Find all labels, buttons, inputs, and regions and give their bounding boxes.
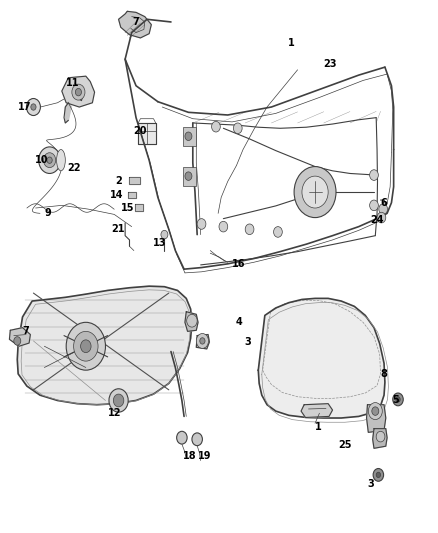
Bar bbox=[183, 166, 196, 185]
Polygon shape bbox=[367, 405, 386, 432]
Polygon shape bbox=[373, 429, 387, 448]
Circle shape bbox=[72, 84, 85, 100]
Circle shape bbox=[31, 104, 36, 110]
Circle shape bbox=[245, 224, 254, 235]
Circle shape bbox=[113, 394, 124, 407]
Text: 11: 11 bbox=[66, 78, 79, 88]
Polygon shape bbox=[119, 11, 151, 38]
Circle shape bbox=[75, 88, 81, 96]
Text: 12: 12 bbox=[108, 408, 122, 418]
Text: 9: 9 bbox=[45, 208, 51, 219]
Text: 1: 1 bbox=[288, 38, 294, 48]
Circle shape bbox=[187, 314, 197, 327]
Text: 5: 5 bbox=[392, 395, 399, 406]
Polygon shape bbox=[258, 298, 385, 418]
Text: 7: 7 bbox=[23, 326, 29, 336]
Circle shape bbox=[393, 393, 403, 406]
Text: 6: 6 bbox=[381, 198, 388, 208]
Circle shape bbox=[161, 230, 168, 239]
Polygon shape bbox=[65, 102, 71, 123]
Circle shape bbox=[372, 407, 379, 415]
Circle shape bbox=[185, 172, 192, 180]
Polygon shape bbox=[135, 204, 143, 211]
Circle shape bbox=[66, 322, 106, 370]
Circle shape bbox=[26, 99, 40, 116]
Polygon shape bbox=[10, 328, 30, 346]
Polygon shape bbox=[185, 312, 198, 332]
Ellipse shape bbox=[57, 150, 65, 171]
Text: 3: 3 bbox=[367, 480, 374, 489]
Circle shape bbox=[47, 157, 52, 164]
Circle shape bbox=[302, 176, 328, 208]
Text: 23: 23 bbox=[324, 60, 337, 69]
Polygon shape bbox=[17, 286, 192, 405]
Circle shape bbox=[177, 431, 187, 444]
Text: 19: 19 bbox=[198, 451, 212, 461]
Text: 17: 17 bbox=[18, 102, 32, 112]
Text: 20: 20 bbox=[134, 126, 147, 136]
Text: 15: 15 bbox=[120, 203, 134, 213]
Circle shape bbox=[197, 219, 206, 229]
Text: 14: 14 bbox=[110, 190, 123, 200]
Circle shape bbox=[373, 469, 384, 481]
Polygon shape bbox=[128, 192, 136, 198]
Polygon shape bbox=[301, 403, 332, 417]
Text: 8: 8 bbox=[381, 369, 388, 379]
Polygon shape bbox=[62, 76, 95, 107]
Circle shape bbox=[379, 204, 388, 214]
Circle shape bbox=[200, 338, 205, 344]
Circle shape bbox=[376, 472, 381, 478]
Text: 25: 25 bbox=[338, 440, 351, 450]
Circle shape bbox=[43, 153, 56, 167]
Text: 16: 16 bbox=[232, 259, 245, 269]
Circle shape bbox=[396, 397, 400, 402]
Circle shape bbox=[39, 147, 60, 173]
Circle shape bbox=[370, 200, 378, 211]
Circle shape bbox=[192, 433, 202, 446]
Circle shape bbox=[377, 212, 386, 223]
Circle shape bbox=[376, 431, 385, 442]
Circle shape bbox=[14, 337, 21, 345]
Circle shape bbox=[74, 332, 98, 361]
Polygon shape bbox=[130, 177, 140, 183]
Circle shape bbox=[368, 402, 382, 419]
Text: 10: 10 bbox=[35, 155, 48, 165]
Text: 18: 18 bbox=[183, 451, 196, 461]
Circle shape bbox=[294, 166, 336, 217]
Circle shape bbox=[219, 221, 228, 232]
Polygon shape bbox=[196, 335, 209, 349]
Text: 4: 4 bbox=[235, 317, 242, 327]
Circle shape bbox=[370, 169, 378, 180]
Text: 1: 1 bbox=[315, 422, 322, 432]
Text: 3: 3 bbox=[244, 337, 251, 347]
Text: 24: 24 bbox=[370, 215, 384, 225]
Text: 7: 7 bbox=[133, 17, 139, 27]
Circle shape bbox=[212, 122, 220, 132]
Circle shape bbox=[274, 227, 283, 237]
Text: 13: 13 bbox=[153, 238, 167, 247]
Text: 2: 2 bbox=[115, 176, 122, 187]
Text: 22: 22 bbox=[67, 163, 81, 173]
Circle shape bbox=[233, 123, 242, 134]
Text: 21: 21 bbox=[111, 224, 124, 235]
Polygon shape bbox=[138, 123, 155, 144]
Bar bbox=[183, 127, 196, 146]
Circle shape bbox=[196, 334, 208, 349]
Circle shape bbox=[109, 389, 128, 412]
Circle shape bbox=[81, 340, 91, 353]
Circle shape bbox=[185, 132, 192, 141]
